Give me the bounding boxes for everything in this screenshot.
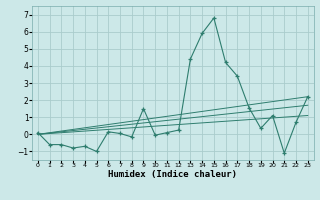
X-axis label: Humidex (Indice chaleur): Humidex (Indice chaleur) bbox=[108, 170, 237, 179]
